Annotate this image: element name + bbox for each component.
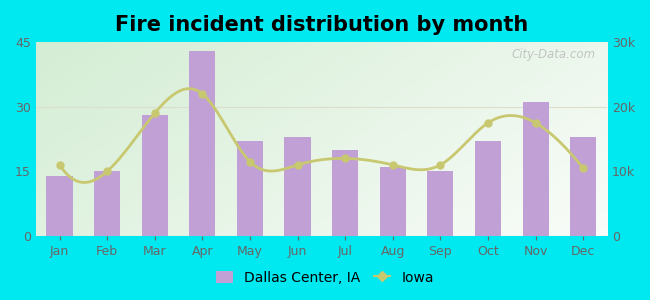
Bar bbox=[570, 137, 596, 236]
Bar bbox=[380, 167, 406, 236]
Bar bbox=[237, 141, 263, 236]
Bar bbox=[523, 102, 549, 236]
Bar bbox=[285, 137, 311, 236]
Bar bbox=[332, 150, 358, 236]
Bar bbox=[142, 115, 168, 236]
Legend: Dallas Center, IA, Iowa: Dallas Center, IA, Iowa bbox=[211, 265, 439, 290]
Bar bbox=[46, 176, 73, 236]
Bar bbox=[94, 171, 120, 236]
Bar bbox=[189, 51, 215, 236]
Bar bbox=[475, 141, 501, 236]
Text: City-Data.com: City-Data.com bbox=[512, 48, 595, 61]
Bar bbox=[427, 171, 454, 236]
Title: Fire incident distribution by month: Fire incident distribution by month bbox=[115, 15, 528, 35]
